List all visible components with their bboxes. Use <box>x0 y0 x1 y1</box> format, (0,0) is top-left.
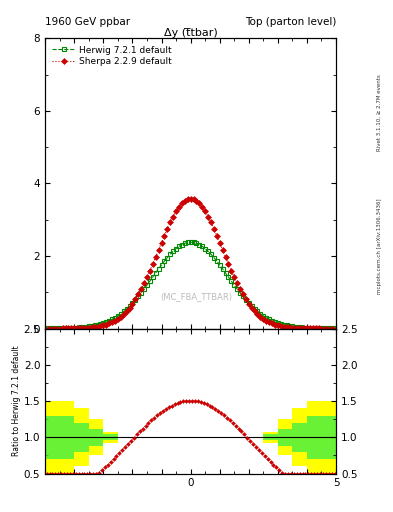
Herwig 7.2.1 default <box>273 319 277 325</box>
Sherpa 2.2.9 default <box>200 204 205 210</box>
Herwig 7.2.1 default <box>188 239 193 245</box>
Herwig 7.2.1 default <box>46 326 50 332</box>
Herwig 7.2.1 default <box>200 243 205 249</box>
Title: Δy (t̅tbar): Δy (t̅tbar) <box>164 28 217 37</box>
Legend: Herwig 7.2.1 default, Sherpa 2.2.9 default: Herwig 7.2.1 default, Sherpa 2.2.9 defau… <box>50 43 174 69</box>
Herwig 7.2.1 default <box>191 240 196 246</box>
Text: (MC_FBA_TTBAR): (MC_FBA_TTBAR) <box>160 292 232 301</box>
Line: Herwig 7.2.1 default: Herwig 7.2.1 default <box>46 240 336 331</box>
Herwig 7.2.1 default <box>331 326 336 332</box>
Herwig 7.2.1 default <box>113 314 118 321</box>
Sherpa 2.2.9 default <box>273 322 277 328</box>
Line: Sherpa 2.2.9 default: Sherpa 2.2.9 default <box>46 197 335 331</box>
Herwig 7.2.1 default <box>121 308 126 314</box>
Herwig 7.2.1 default <box>133 297 138 303</box>
Sherpa 2.2.9 default <box>188 196 193 202</box>
Sherpa 2.2.9 default <box>121 311 126 317</box>
Sherpa 2.2.9 default <box>191 196 196 202</box>
Sherpa 2.2.9 default <box>133 296 138 303</box>
Sherpa 2.2.9 default <box>46 326 50 332</box>
Text: 1960 GeV ppbar: 1960 GeV ppbar <box>45 16 130 27</box>
Sherpa 2.2.9 default <box>113 317 118 324</box>
Text: Rivet 3.1.10, ≥ 2.7M events: Rivet 3.1.10, ≥ 2.7M events <box>377 74 382 151</box>
Text: Top (parton level): Top (parton level) <box>244 16 336 27</box>
Sherpa 2.2.9 default <box>331 326 336 332</box>
Y-axis label: Ratio to Herwig 7.2.1 default: Ratio to Herwig 7.2.1 default <box>12 346 21 456</box>
Text: mcplots.cern.ch [arXiv:1306.3436]: mcplots.cern.ch [arXiv:1306.3436] <box>377 198 382 293</box>
